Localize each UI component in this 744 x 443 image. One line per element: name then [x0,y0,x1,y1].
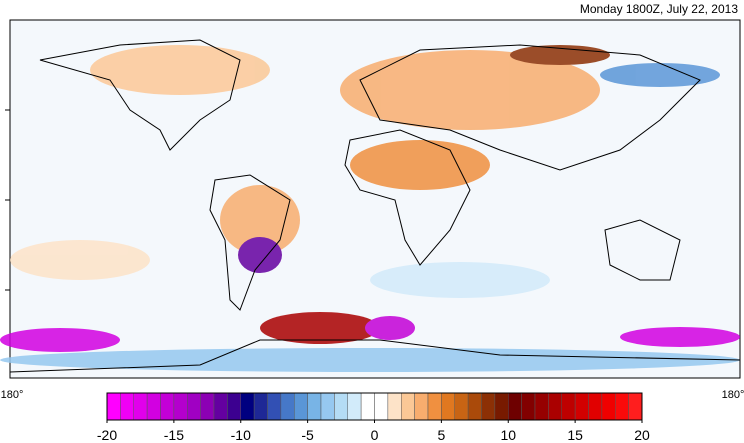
colorbar-tick-label: -10 [231,427,251,443]
color-swatch [628,392,643,421]
colorbar-tick-label: 15 [567,427,583,443]
color-swatch [401,392,415,421]
cold-area [370,262,550,298]
south-america [209,174,291,311]
warm-area [220,185,300,255]
color-swatch [120,392,134,421]
africa [344,129,471,266]
colorbar-tick-label: 0 [371,427,379,443]
warm-area [260,312,380,344]
color-swatch [615,392,629,421]
lon-label: 180° [1,389,24,401]
color-swatch [173,392,188,421]
map-title: Monday 1800Z, July 22, 2013 [580,2,738,16]
color-swatch [267,392,282,421]
color-swatch [240,392,255,421]
color-swatch [548,392,562,421]
cold-area [238,237,282,273]
cold-area [365,316,415,340]
color-swatch [467,392,482,421]
color-swatch [454,392,469,421]
color-swatch [307,392,322,421]
color-swatch [481,392,496,421]
color-swatch [360,392,375,421]
color-swatch [146,392,161,421]
color-swatch [280,392,295,421]
cold-area [0,328,120,352]
color-swatch [508,392,522,421]
color-swatch [374,392,389,421]
colorbar-tick-label: 10 [500,427,516,443]
lon-label: 180° [722,389,744,401]
eurasia [359,44,701,171]
colorbar: -20 -15 -10 -5 0 5 10 15 20 [97,392,650,443]
warm-area [340,50,600,130]
colorbar-tick-label: -20 [97,427,117,443]
color-swatch [441,392,455,421]
color-swatch [320,392,335,421]
color-swatch [387,392,402,421]
color-swatch [160,392,175,421]
color-swatch [187,392,201,421]
color-swatch [133,392,148,421]
warm-area [10,240,150,280]
map-panel [0,19,741,379]
color-swatch [427,392,442,421]
cold-area [600,63,720,87]
color-swatch [253,392,268,421]
color-swatch [200,392,215,421]
colorbar-tick-label: 20 [634,427,650,443]
color-swatch [601,392,616,421]
color-swatch [414,392,429,421]
color-swatch [574,392,589,421]
colorbar-tick-label: -15 [164,427,184,443]
colorbar-tick-label: 5 [437,427,445,443]
coastlines [9,39,741,373]
colorbar-tick-label: -5 [301,427,314,443]
color-swatch [521,392,536,421]
north-america [39,39,241,151]
warm-area [90,45,270,95]
color-swatch [227,392,241,421]
australia [604,219,681,281]
color-swatch [494,392,509,421]
color-swatch [588,392,603,421]
anomaly-field [0,45,740,372]
color-swatch [534,392,549,421]
color-swatch [294,392,308,421]
color-swatch [561,392,576,421]
antarctica [9,339,741,373]
color-swatch [106,392,121,421]
color-swatch [334,392,348,421]
cold-area [620,327,740,347]
color-swatch [213,392,228,421]
color-swatch [347,392,362,421]
warm-area [350,140,490,190]
